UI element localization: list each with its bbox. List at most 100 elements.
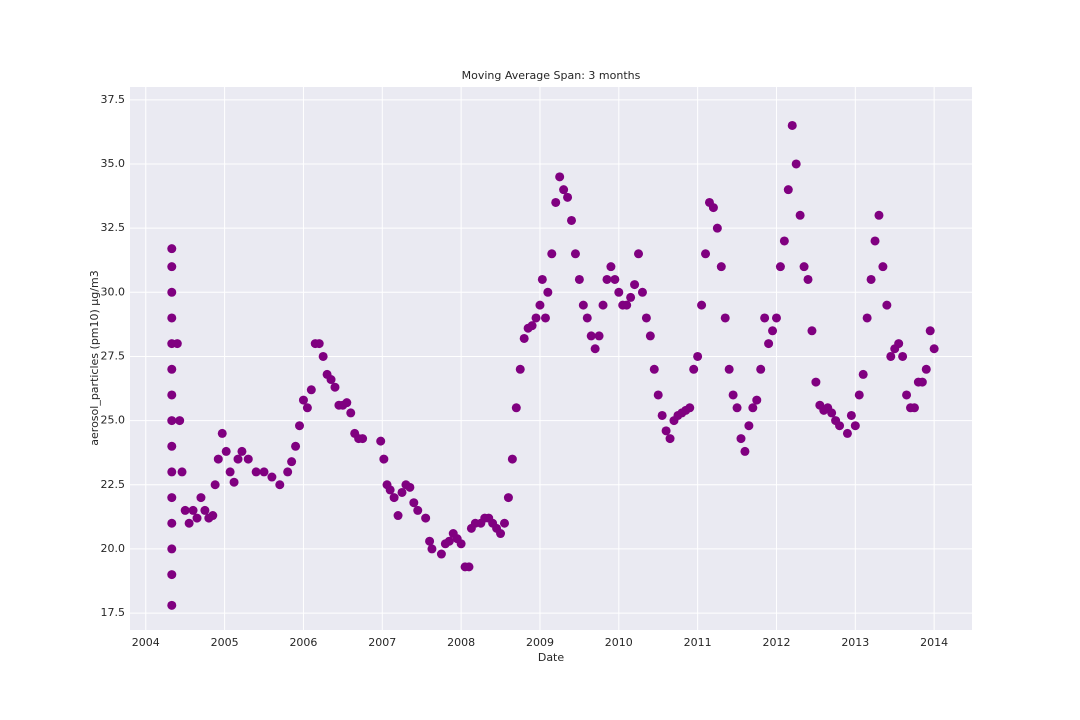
- x-tick-label: 2012: [762, 636, 790, 649]
- data-point: [716, 262, 726, 272]
- data-point: [210, 480, 220, 490]
- data-point: [637, 287, 647, 297]
- data-point: [167, 570, 177, 580]
- x-tick-label: 2005: [211, 636, 239, 649]
- data-point: [287, 457, 297, 467]
- data-point: [559, 185, 569, 195]
- data-point: [167, 467, 177, 477]
- data-point: [535, 300, 545, 310]
- data-point: [540, 313, 550, 323]
- data-point: [167, 441, 177, 451]
- data-point: [882, 300, 892, 310]
- x-axis-label: Date: [538, 651, 565, 664]
- data-point: [771, 313, 781, 323]
- data-point: [537, 274, 547, 284]
- data-point: [712, 223, 722, 233]
- data-point: [724, 364, 734, 374]
- data-point: [775, 262, 785, 272]
- data-point: [929, 344, 939, 354]
- data-point: [330, 382, 340, 392]
- data-point: [444, 536, 454, 546]
- data-point: [846, 410, 856, 420]
- data-point: [787, 120, 797, 130]
- data-point: [657, 410, 667, 420]
- data-point: [854, 390, 864, 400]
- data-point: [314, 339, 324, 349]
- data-point: [582, 313, 592, 323]
- data-point: [606, 262, 616, 272]
- data-point: [237, 446, 247, 456]
- data-point: [515, 364, 525, 374]
- data-point: [196, 493, 206, 503]
- data-point: [551, 197, 561, 207]
- x-tick-label: 2006: [289, 636, 317, 649]
- y-tick-label: 20.0: [101, 542, 126, 555]
- data-point: [728, 390, 738, 400]
- data-point: [243, 454, 253, 464]
- data-point: [898, 351, 908, 361]
- y-tick-label: 32.5: [101, 221, 126, 234]
- data-point: [740, 446, 750, 456]
- data-point: [167, 262, 177, 272]
- data-point: [188, 505, 198, 515]
- data-point: [697, 300, 707, 310]
- data-point: [626, 292, 636, 302]
- data-point: [543, 287, 553, 297]
- data-point: [547, 249, 557, 259]
- y-axis-label: aerosol_particles (pm10) μg/m3: [88, 270, 101, 445]
- data-point: [665, 434, 675, 444]
- data-point: [167, 313, 177, 323]
- data-point: [634, 249, 644, 259]
- data-point: [827, 408, 837, 418]
- data-point: [701, 249, 711, 259]
- data-point: [708, 203, 718, 213]
- data-point: [385, 485, 395, 495]
- plot-area: [130, 87, 972, 630]
- data-point: [318, 351, 328, 361]
- data-point: [167, 287, 177, 297]
- data-point: [302, 403, 312, 413]
- data-point: [172, 339, 182, 349]
- y-tick-label: 35.0: [101, 157, 126, 170]
- data-point: [563, 192, 573, 202]
- data-point: [894, 339, 904, 349]
- data-point: [590, 344, 600, 354]
- data-point: [693, 351, 703, 361]
- x-tick-label: 2014: [920, 636, 948, 649]
- data-point: [649, 364, 659, 374]
- data-point: [527, 321, 537, 331]
- data-point: [295, 421, 305, 431]
- y-tick-label: 37.5: [101, 93, 126, 106]
- y-tick-label: 22.5: [101, 478, 126, 491]
- data-point: [610, 274, 620, 284]
- data-point: [298, 395, 308, 405]
- data-point: [503, 493, 513, 503]
- x-tick-label: 2008: [447, 636, 475, 649]
- data-point: [574, 274, 584, 284]
- data-point: [779, 236, 789, 246]
- data-point: [389, 493, 399, 503]
- data-point: [566, 215, 576, 225]
- y-tick-label: 17.5: [101, 606, 126, 619]
- data-point: [200, 505, 210, 515]
- x-tick-label: 2010: [605, 636, 633, 649]
- data-point: [436, 549, 446, 559]
- data-point: [208, 511, 218, 521]
- data-point: [622, 300, 632, 310]
- data-point: [167, 244, 177, 254]
- data-point: [811, 377, 821, 387]
- data-point: [167, 390, 177, 400]
- data-point: [456, 539, 466, 549]
- data-point: [866, 274, 876, 284]
- data-point: [685, 403, 695, 413]
- data-point: [499, 518, 509, 528]
- data-point: [768, 326, 778, 336]
- data-point: [376, 436, 386, 446]
- data-point: [850, 421, 860, 431]
- data-point: [917, 377, 927, 387]
- data-point: [630, 280, 640, 290]
- data-point: [795, 210, 805, 220]
- data-point: [233, 454, 243, 464]
- data-point: [653, 390, 663, 400]
